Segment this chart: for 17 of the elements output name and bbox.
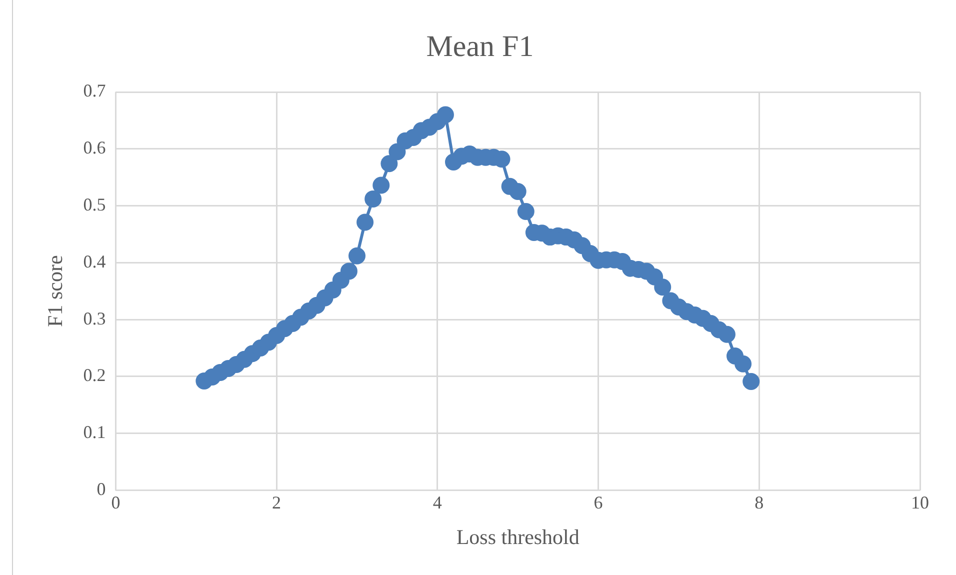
x-tick-label: 4 — [432, 492, 442, 513]
y-tick-label: 0.3 — [83, 308, 106, 328]
x-tick-label: 0 — [111, 492, 120, 513]
x-tick-label: 6 — [594, 492, 603, 513]
y-tick-label: 0 — [96, 478, 106, 499]
y-tick-label: 0.5 — [83, 194, 106, 215]
y-tick-label: 0.6 — [83, 138, 106, 158]
y-tick-label: 0.7 — [83, 80, 106, 101]
x-tick-label: 2 — [272, 492, 282, 513]
chart-title: Mean F1 — [426, 30, 534, 63]
x-tick-label: 8 — [754, 492, 764, 513]
y-tick-label: 0.1 — [83, 422, 106, 442]
x-tick-label: 10 — [911, 492, 929, 513]
x-axis-title: Loss threshold — [456, 524, 580, 549]
y-tick-label: 0.2 — [83, 365, 106, 386]
y-tick-label: 0.4 — [83, 251, 106, 272]
y-axis-title: F1 score — [43, 255, 68, 327]
